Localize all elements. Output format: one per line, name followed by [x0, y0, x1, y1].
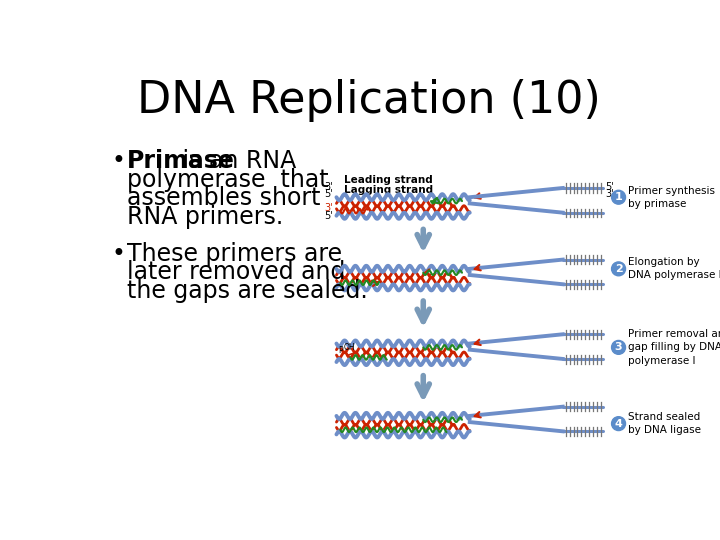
Text: Elongation by
DNA polymerase III: Elongation by DNA polymerase III: [628, 257, 720, 280]
Text: Primer removal and
gap filling by DNA
polymerase I: Primer removal and gap filling by DNA po…: [628, 329, 720, 366]
Text: 1: 1: [615, 192, 622, 202]
Text: is an RNA: is an RNA: [175, 150, 297, 173]
Text: RNA primers.: RNA primers.: [127, 205, 284, 229]
Text: 5': 5': [324, 189, 333, 199]
Text: Primer synthesis
by primase: Primer synthesis by primase: [628, 186, 715, 209]
Text: 3': 3': [324, 203, 333, 213]
Text: 2: 2: [615, 264, 622, 274]
Text: assembles short: assembles short: [127, 186, 320, 211]
Text: 4: 4: [615, 418, 623, 429]
Text: •: •: [112, 150, 125, 173]
Text: 3: 3: [615, 342, 622, 353]
Text: 5': 5': [606, 181, 614, 192]
Circle shape: [611, 417, 626, 430]
Text: later removed and: later removed and: [127, 260, 346, 285]
Text: DNA Replication (10): DNA Replication (10): [137, 79, 601, 122]
Circle shape: [611, 340, 626, 354]
Text: P: P: [338, 346, 343, 355]
Text: 3': 3': [324, 181, 333, 192]
Text: the gaps are sealed.: the gaps are sealed.: [127, 279, 368, 303]
Text: polymerase  that: polymerase that: [127, 168, 329, 192]
Text: These primers are: These primers are: [127, 242, 342, 266]
Text: Lagging strand: Lagging strand: [344, 185, 433, 195]
Text: OH: OH: [343, 343, 355, 353]
Circle shape: [611, 262, 626, 276]
Text: 5': 5': [324, 211, 333, 221]
Text: •: •: [112, 242, 125, 266]
Text: Strand sealed
by DNA ligase: Strand sealed by DNA ligase: [628, 412, 701, 435]
Text: 3': 3': [606, 189, 614, 199]
Circle shape: [611, 190, 626, 204]
Text: Leading strand: Leading strand: [344, 176, 433, 185]
Text: Primase: Primase: [127, 150, 235, 173]
